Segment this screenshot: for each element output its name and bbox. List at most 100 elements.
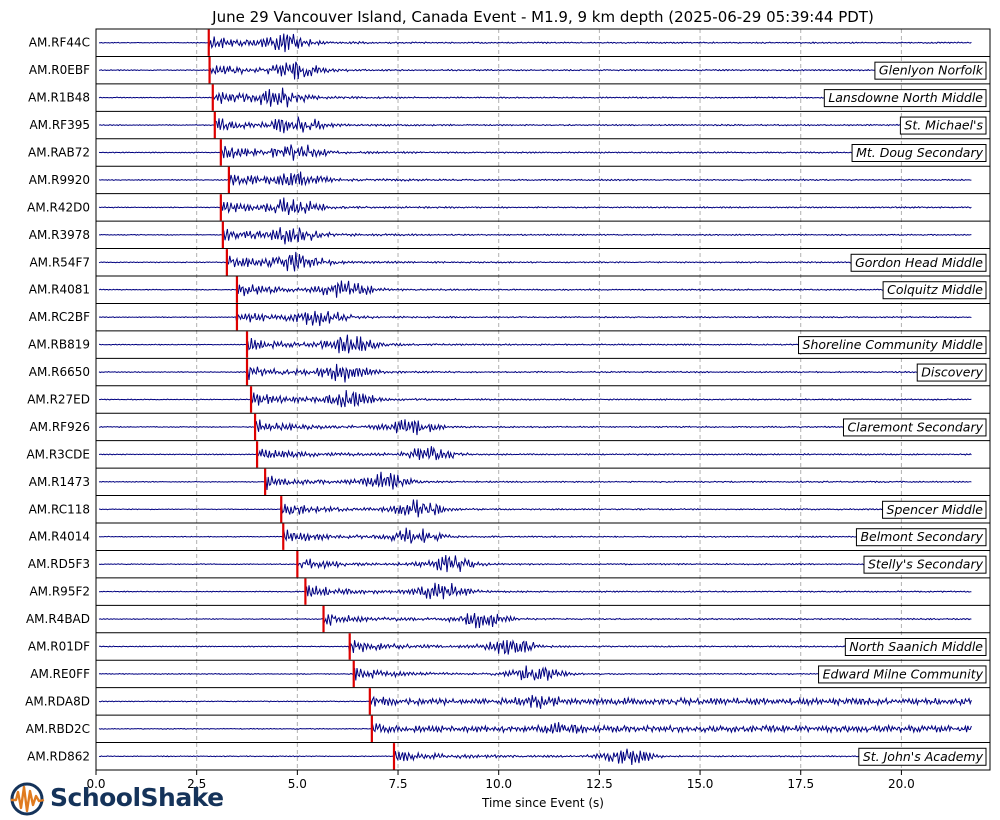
school-label-box: [899, 116, 987, 135]
school-label-box: [858, 747, 987, 766]
school-label: Edward Milne Community: [818, 665, 987, 684]
seismic-trace: [98, 197, 972, 215]
school-label-text: Gordon Head Middle: [855, 255, 983, 270]
station-label: AM.R01DF: [28, 640, 90, 654]
schoolshake-logo: [10, 782, 45, 816]
school-label: St. John's Academy: [858, 747, 987, 766]
station-label: AM.R42D0: [27, 200, 90, 214]
seismic-trace: [98, 116, 972, 134]
seismic-trace: [98, 390, 972, 408]
station-labels: AM.RF44C AM.R0EBF AM.R1B48 AM.RF395 AM.RAB72…: [25, 36, 90, 764]
station-label: AM.R1B48: [28, 91, 90, 105]
school-label: Belmont Secondary: [855, 528, 987, 547]
school-label-text: Belmont Secondary: [860, 529, 983, 544]
station-label: AM.RB819: [28, 338, 90, 352]
school-label-text: Edward Milne Community: [823, 666, 984, 681]
school-label-box: [842, 418, 987, 437]
school-label-box: [882, 500, 987, 519]
school-label-box: [882, 281, 987, 300]
station-label: AM.R4014: [29, 530, 90, 544]
seismic-trace: [98, 722, 972, 735]
station-label: AM.R9920: [29, 173, 90, 187]
station-label: AM.R54F7: [29, 255, 90, 269]
school-label-text: Glenlyon Norfolk: [879, 63, 984, 78]
school-label: Claremont Secondary: [842, 418, 987, 437]
station-label: AM.RF44C: [29, 36, 90, 50]
x-tick-label: 0.0: [86, 777, 105, 791]
x-tick-label: 12.5: [586, 777, 613, 791]
school-label-text: St. John's Academy: [863, 749, 984, 764]
school-label-text: Lansdowne North Middle: [828, 90, 983, 105]
x-tick-label: 2.5: [187, 777, 206, 791]
school-label: Mt. Doug Secondary: [851, 144, 987, 162]
station-label: AM.R6650: [29, 365, 90, 379]
school-label: Discovery: [916, 363, 987, 382]
school-label-box: [851, 144, 987, 162]
seismic-trace: [98, 419, 972, 436]
x-tick-label: 5.0: [288, 777, 307, 791]
seismic-trace: [98, 639, 972, 655]
trace-rows: [96, 29, 990, 770]
seismic-trace: [98, 499, 972, 518]
seismic-trace: [98, 310, 972, 327]
x-tick-label: 7.5: [388, 777, 407, 791]
station-label: AM.R4BAD: [26, 612, 90, 626]
school-label: Gordon Head Middle: [850, 253, 987, 272]
plot-frame: [95, 28, 991, 771]
station-label: AM.RF926: [29, 420, 90, 434]
school-label-box: [850, 253, 987, 272]
seismic-trace: [98, 446, 972, 461]
school-label: St. Michael's: [899, 116, 987, 135]
station-label: AM.RD5F3: [28, 557, 90, 571]
station-label: AM.R27ED: [27, 393, 90, 407]
school-label: Stelly's Secondary: [863, 555, 987, 574]
school-label-box: [798, 336, 987, 355]
station-label: AM.RD862: [27, 749, 90, 763]
station-label: AM.RDA8D: [25, 694, 90, 708]
school-label-text: Claremont Secondary: [847, 419, 983, 434]
station-label: AM.R3978: [29, 228, 90, 242]
school-label-text: Discovery: [921, 365, 983, 380]
school-label-box: [863, 555, 987, 574]
school-label: Lansdowne North Middle: [823, 89, 987, 108]
school-label-box: [874, 61, 987, 80]
school-label-text: Spencer Middle: [887, 502, 984, 517]
station-label: AM.R95F2: [29, 585, 90, 599]
seismic-trace: [98, 61, 972, 80]
station-label: AM.RC118: [29, 502, 90, 516]
station-label: AM.RBD2C: [26, 722, 90, 736]
school-label-text: Shoreline Community Middle: [803, 337, 984, 352]
seismic-trace: [98, 527, 972, 544]
x-tick-label: 17.5: [787, 777, 814, 791]
school-label: Spencer Middle: [882, 500, 987, 519]
station-label: AM.R1473: [29, 475, 90, 489]
station-label: AM.RAB72: [28, 146, 90, 160]
seismic-trace: [98, 33, 972, 53]
school-label-text: North Saanich Middle: [849, 639, 983, 654]
seismic-trace: [98, 144, 972, 161]
logo-text: SchoolShake: [50, 783, 224, 812]
seismic-trace: [98, 613, 972, 629]
school-label: North Saanich Middle: [844, 638, 987, 656]
x-tick-label: 20.0: [888, 777, 915, 791]
seismic-trace: [98, 171, 972, 187]
school-label-box: [844, 638, 987, 656]
school-label-box: [855, 528, 987, 547]
seismic-trace: [98, 471, 972, 491]
seismic-trace: [98, 280, 972, 298]
station-label: AM.RE0FF: [30, 667, 90, 681]
school-label-box: [823, 89, 987, 108]
station-label: AM.R0EBF: [29, 63, 90, 77]
school-label-box: [916, 363, 987, 382]
school-label-box: [818, 665, 987, 684]
x-tick-label: 10.0: [485, 777, 512, 791]
school-label-text: Mt. Doug Secondary: [856, 145, 984, 160]
chart-title: June 29 Vancouver Island, Canada Event -…: [211, 8, 874, 26]
school-label: Glenlyon Norfolk: [874, 61, 987, 80]
station-label: AM.RC2BF: [29, 310, 90, 324]
school-label-text: Stelly's Secondary: [868, 557, 984, 572]
school-label: Colquitz Middle: [882, 281, 987, 300]
school-label-text: St. Michael's: [904, 118, 983, 133]
station-label: AM.R3CDE: [26, 447, 90, 461]
